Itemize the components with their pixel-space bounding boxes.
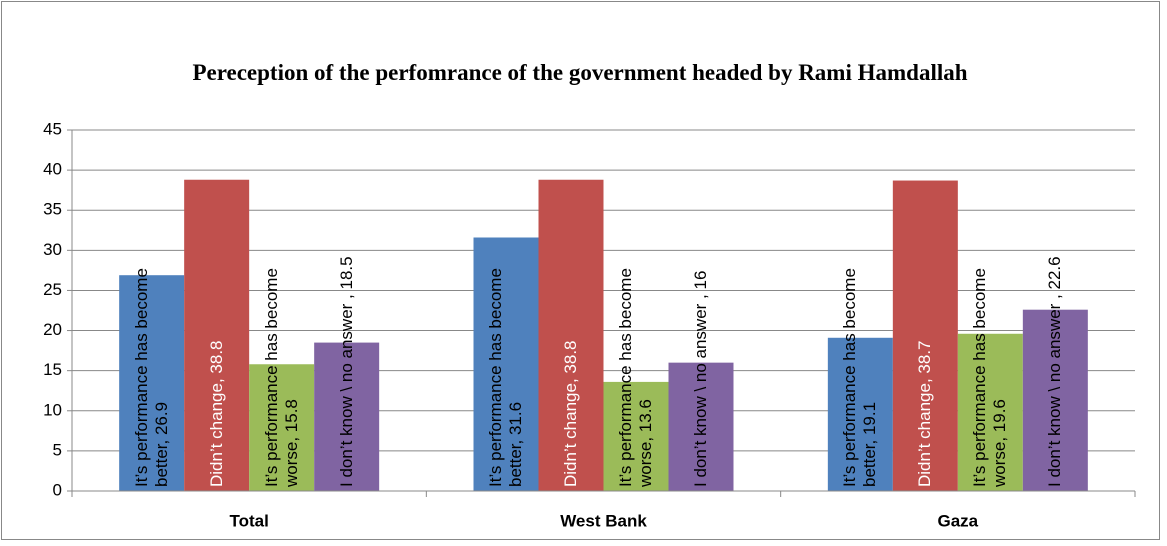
x-tick-label: Gaza — [938, 511, 979, 530]
y-tick-label: 10 — [43, 400, 62, 419]
y-tick-label: 15 — [43, 360, 62, 379]
x-tick-label: West Bank — [560, 511, 647, 530]
bar — [1022, 309, 1088, 491]
y-tick-label: 35 — [43, 200, 62, 219]
data-label: It’s performance has become worse, 19.6 — [970, 268, 1010, 487]
x-tick-label: Total — [229, 511, 268, 530]
y-tick-label: 5 — [53, 440, 62, 459]
data-label: It’s performance has become better, 26.9 — [131, 268, 171, 487]
bar — [603, 381, 669, 491]
data-label: It’s performance has become better, 31.6 — [486, 268, 525, 487]
bar — [668, 362, 734, 491]
y-tick-label: 45 — [43, 119, 62, 138]
bar — [184, 179, 250, 491]
chart-title: Pereception of the perfomrance of the go… — [192, 60, 968, 85]
y-tick-label: 30 — [43, 240, 62, 259]
bar — [249, 364, 315, 491]
data-label: It’s performance has become worse, 13.6 — [616, 268, 655, 487]
data-label: Didn’t change, 38.8 — [561, 340, 580, 488]
y-tick-label: 40 — [43, 160, 62, 179]
data-label: Didn’t change, 38.8 — [206, 340, 226, 488]
bar — [892, 180, 958, 492]
data-label: I don’t know \ no answer , 22.6 — [1045, 256, 1065, 487]
data-label: It’s performance has become worse, 15.8 — [261, 268, 301, 487]
data-label: It’s performance has become better, 19.1 — [840, 268, 880, 487]
y-tick-label: 0 — [53, 480, 62, 499]
data-label: Didn’t change, 38.7 — [915, 340, 935, 488]
data-label: I don’t know \ no answer , 16 — [691, 270, 710, 487]
y-tick-label: 20 — [43, 320, 62, 339]
bar — [827, 337, 893, 491]
bar — [314, 342, 380, 491]
bar — [119, 275, 185, 491]
data-label: I don’t know \ no answer , 18.5 — [336, 256, 356, 487]
bar — [538, 179, 604, 491]
bar — [957, 333, 1023, 491]
y-tick-label: 25 — [43, 280, 62, 299]
bar — [473, 237, 539, 491]
